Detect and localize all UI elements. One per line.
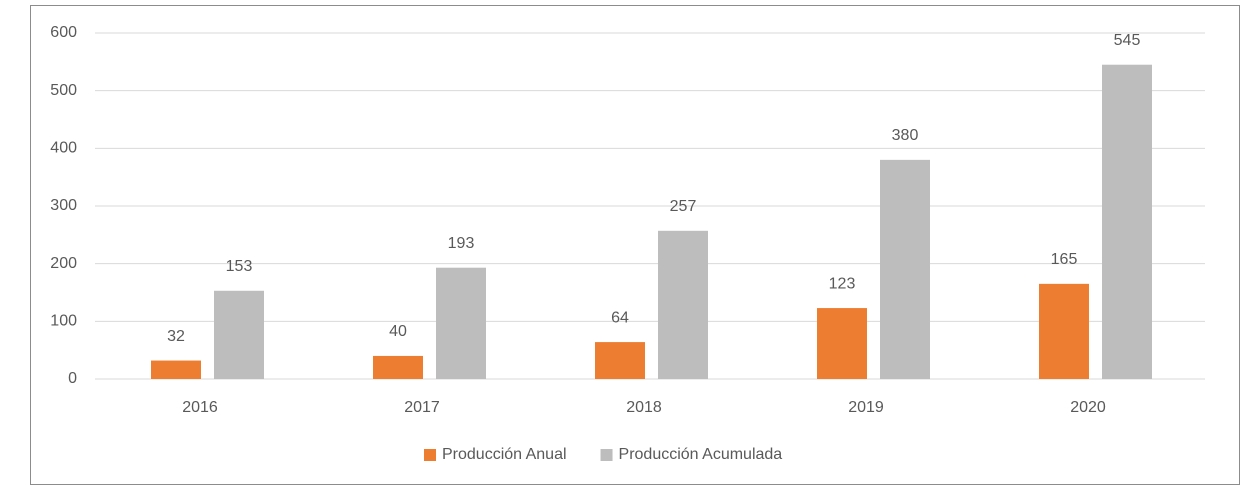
y-tick-label: 200: [50, 255, 77, 272]
data-label: 40: [389, 323, 407, 340]
bar: [151, 360, 201, 379]
data-label: 380: [892, 127, 919, 144]
data-label: 153: [226, 258, 253, 275]
bar: [1102, 64, 1152, 379]
y-tick-label: 400: [50, 140, 77, 157]
x-tick-label: 2017: [404, 399, 440, 416]
x-tick-label: 2018: [626, 399, 662, 416]
chart-frame: [30, 5, 1240, 485]
legend-label: Producción Anual: [442, 446, 567, 463]
bar: [880, 159, 930, 379]
data-label: 165: [1051, 251, 1078, 268]
data-label: 257: [670, 198, 697, 215]
data-label: 193: [448, 235, 475, 252]
bar: [658, 230, 708, 379]
y-tick-label: 300: [50, 197, 77, 214]
y-tick-label: 500: [50, 82, 77, 99]
y-tick-label: 600: [50, 24, 77, 41]
x-tick-label: 2016: [182, 399, 218, 416]
y-tick-label: 100: [50, 313, 77, 330]
bar: [214, 290, 264, 379]
legend-label: Producción Acumulada: [619, 446, 783, 463]
data-label: 123: [829, 275, 856, 292]
bar: [1039, 283, 1089, 379]
legend-swatch: [600, 449, 613, 461]
data-label: 545: [1114, 32, 1141, 49]
legend-swatch: [424, 449, 436, 461]
x-tick-label: 2019: [848, 399, 884, 416]
x-tick-label: 2020: [1070, 399, 1106, 416]
data-label: 64: [611, 309, 629, 326]
bar: [817, 308, 867, 379]
bar: [436, 267, 486, 379]
bar: [373, 355, 423, 379]
y-tick-label: 0: [68, 370, 77, 387]
data-label: 32: [167, 328, 185, 345]
bar: [595, 342, 645, 379]
